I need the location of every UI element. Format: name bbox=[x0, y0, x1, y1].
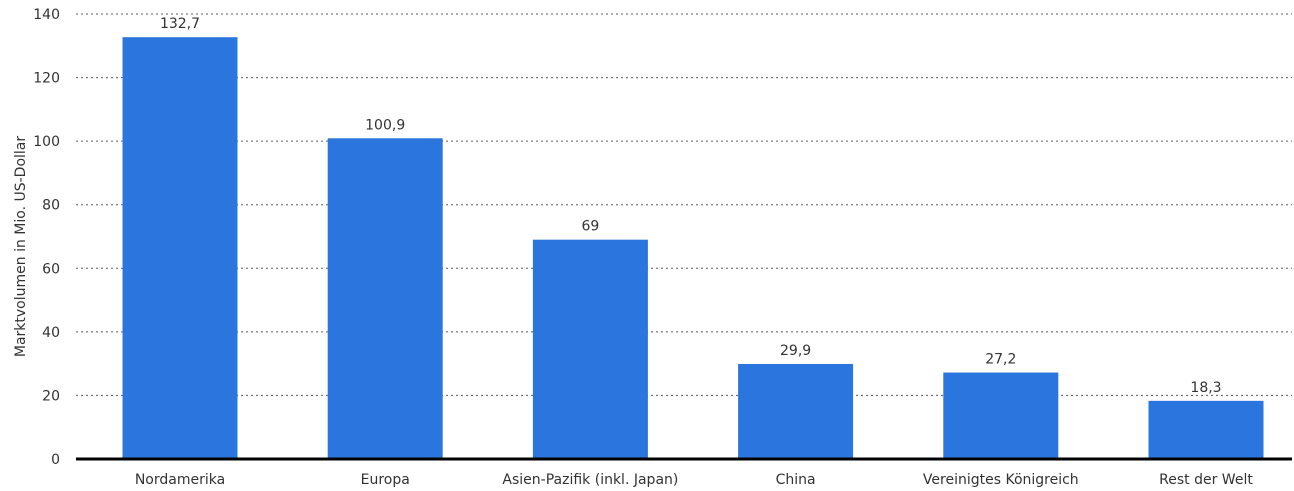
bar bbox=[327, 138, 443, 459]
y-tick-label: 120 bbox=[33, 71, 60, 87]
data-label: 100,9 bbox=[365, 117, 405, 133]
data-label: 132,7 bbox=[160, 16, 200, 32]
bar bbox=[738, 363, 854, 459]
bar bbox=[1148, 400, 1264, 459]
y-tick-label: 20 bbox=[42, 388, 60, 404]
data-label: 69 bbox=[581, 219, 599, 235]
data-label: 29,9 bbox=[780, 343, 811, 359]
y-tick-label: 100 bbox=[33, 134, 60, 150]
x-category-label: China bbox=[776, 472, 816, 488]
y-axis-title: Marktvolumen in Mio. US-Dollar bbox=[13, 136, 29, 357]
data-label: 27,2 bbox=[985, 352, 1016, 368]
y-axis-ticks: 0 20 40 60 80 100 120 140 bbox=[33, 7, 60, 468]
bar bbox=[122, 37, 238, 459]
data-label: 18,3 bbox=[1190, 380, 1221, 396]
gridlines bbox=[76, 13, 1292, 396]
x-category-label: Asien-Pazifik (inkl. Japan) bbox=[502, 472, 678, 488]
y-tick-label: 140 bbox=[33, 7, 60, 23]
x-category-label: Vereinigtes Königreich bbox=[923, 472, 1079, 488]
x-category-label: Europa bbox=[361, 472, 410, 488]
x-category-label: Nordamerika bbox=[135, 472, 225, 488]
x-axis-categories: Nordamerika Europa Asien-Pazifik (inkl. Ja… bbox=[135, 472, 1254, 488]
y-tick-label: 60 bbox=[42, 261, 60, 277]
bar bbox=[532, 239, 648, 459]
value-labels: 132,7 100,9 69 29,9 27,2 18,3 bbox=[160, 16, 1222, 396]
bars bbox=[122, 37, 1264, 459]
bar bbox=[943, 372, 1059, 459]
y-tick-label: 40 bbox=[42, 325, 60, 341]
y-tick-label: 0 bbox=[51, 452, 60, 468]
y-tick-label: 80 bbox=[42, 198, 60, 214]
x-category-label: Rest der Welt bbox=[1159, 472, 1253, 488]
